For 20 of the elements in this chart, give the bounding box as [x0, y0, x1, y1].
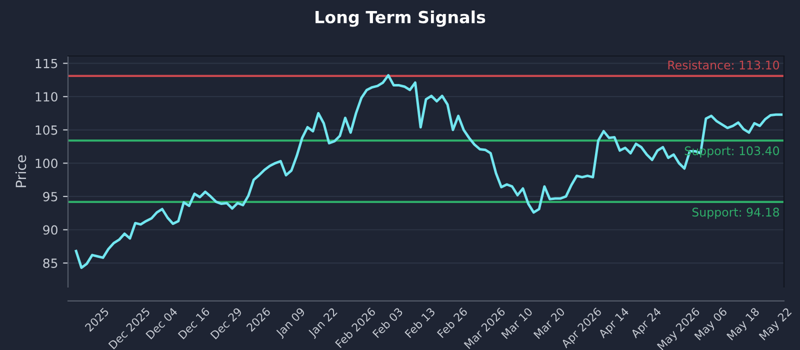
x-tick-label: Dec 16 [178, 307, 210, 340]
y-axis-title: Price [15, 155, 26, 188]
y-tick-label: 85 [43, 258, 58, 268]
x-tick-label: Feb 13 [404, 307, 436, 338]
y-tick-label: 100 [36, 158, 58, 168]
x-tick-label: Jan 09 [275, 307, 307, 339]
y-tick-label: 95 [43, 192, 58, 202]
y-tick-label: 115 [36, 58, 58, 68]
ref-line-label: Resistance: 113.10 [668, 60, 780, 70]
y-tick-label: 105 [36, 125, 58, 135]
y-tick-label: 90 [43, 225, 58, 235]
x-tick-label: Apr 24 [630, 307, 664, 340]
x-tick-label: Feb 26 [436, 306, 468, 338]
ref-line-label: Support: 94.18 [692, 208, 780, 219]
x-tick-label: Dec 29 [210, 307, 242, 340]
y-tick-label: 110 [36, 92, 58, 102]
x-tick-label: Mar 20 [533, 307, 566, 340]
x-tick-label: Jan 22 [307, 307, 339, 339]
chart-title: Long Term Signals [316, 10, 486, 27]
line-series [74, 74, 783, 269]
